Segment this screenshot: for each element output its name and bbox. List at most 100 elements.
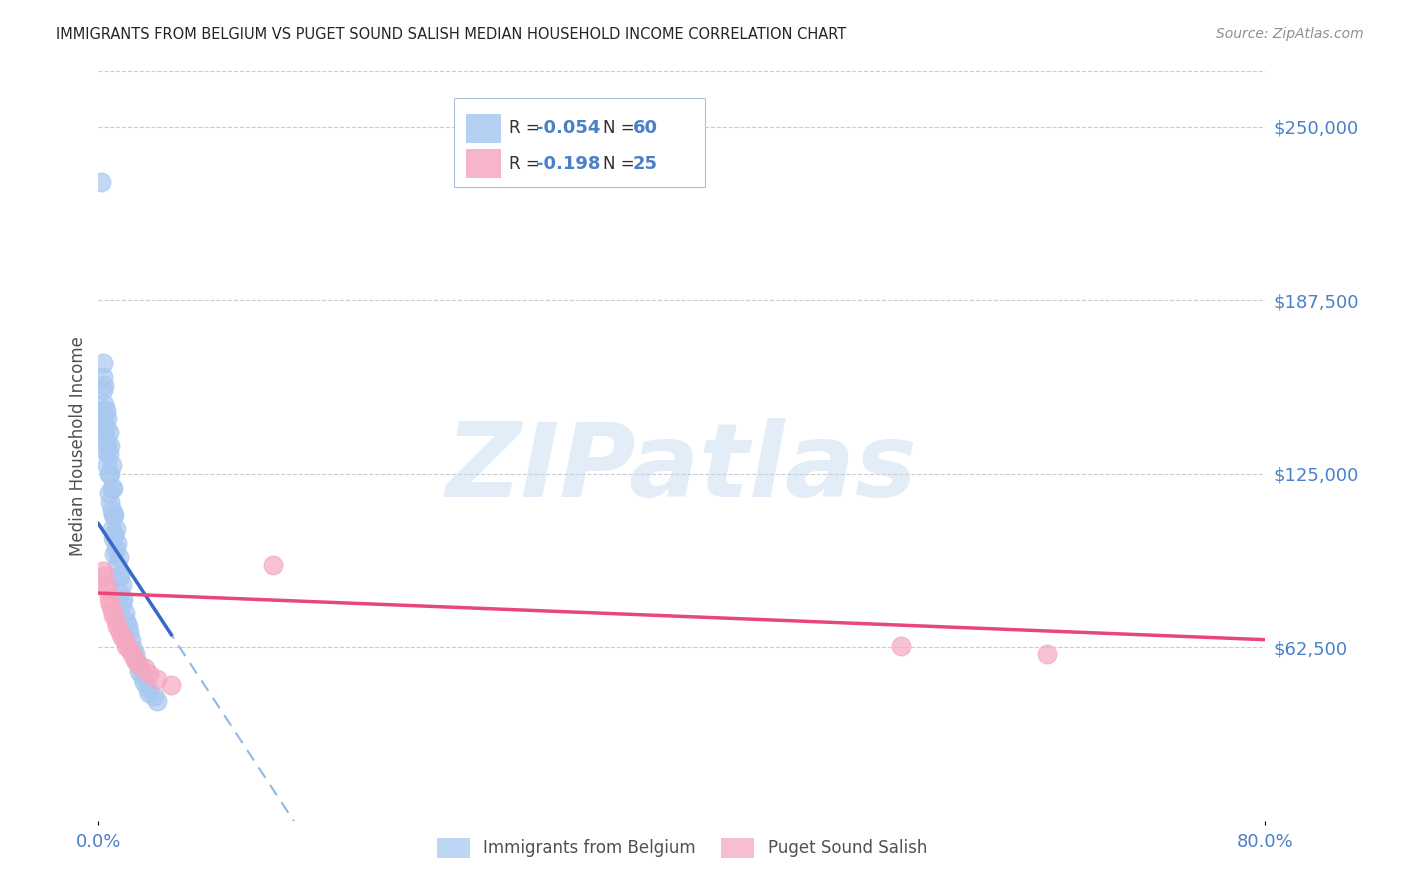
Point — [93, 378, 115, 392]
Point — [98, 439, 121, 453]
Y-axis label: Median Household Income: Median Household Income — [69, 336, 87, 556]
Point — [138, 666, 160, 681]
Point — [94, 403, 117, 417]
Text: ZIPatlas: ZIPatlas — [446, 418, 918, 519]
Point — [97, 425, 120, 439]
Point — [94, 419, 117, 434]
FancyBboxPatch shape — [454, 97, 706, 187]
Point — [94, 578, 117, 592]
Point — [125, 653, 148, 667]
Point — [98, 467, 121, 481]
Point — [114, 606, 136, 620]
Point — [103, 528, 125, 542]
Text: 25: 25 — [633, 154, 658, 172]
Point — [117, 619, 139, 633]
Point — [110, 624, 132, 639]
Point — [97, 486, 120, 500]
Point — [111, 631, 134, 645]
Point — [100, 503, 122, 517]
Point — [97, 447, 120, 461]
Point — [100, 603, 122, 617]
Point — [890, 639, 912, 653]
Point — [94, 431, 117, 445]
Point — [90, 175, 112, 189]
Point — [1035, 647, 1057, 661]
Point — [111, 578, 134, 592]
Text: R =: R = — [509, 154, 550, 172]
Point — [91, 403, 114, 417]
Point — [98, 597, 121, 611]
Text: -0.054: -0.054 — [536, 120, 600, 137]
Point — [93, 569, 115, 583]
Text: -0.198: -0.198 — [536, 154, 600, 172]
Point — [122, 641, 145, 656]
Point — [91, 356, 114, 370]
Text: IMMIGRANTS FROM BELGIUM VS PUGET SOUND SALISH MEDIAN HOUSEHOLD INCOME CORRELATIO: IMMIGRANTS FROM BELGIUM VS PUGET SOUND S… — [56, 27, 846, 42]
Point — [118, 624, 141, 639]
Point — [108, 569, 131, 583]
Point — [262, 558, 284, 573]
Point — [103, 547, 125, 561]
Point — [91, 369, 114, 384]
Point — [103, 508, 125, 523]
Point — [127, 658, 149, 673]
Point — [135, 681, 157, 695]
Text: 60: 60 — [633, 120, 658, 137]
Text: N =: N = — [603, 154, 640, 172]
Point — [105, 619, 128, 633]
Point — [96, 458, 118, 473]
Point — [138, 686, 160, 700]
Bar — [465, 114, 501, 143]
Point — [96, 439, 118, 453]
Point — [104, 522, 127, 536]
Point — [110, 569, 132, 583]
Point — [97, 467, 120, 481]
Point — [104, 614, 127, 628]
Point — [112, 591, 135, 606]
Point — [128, 658, 150, 673]
Point — [121, 647, 143, 661]
Point — [108, 549, 131, 564]
Point — [115, 614, 138, 628]
Point — [118, 641, 141, 656]
Point — [114, 633, 136, 648]
Point — [131, 669, 153, 683]
Text: Source: ZipAtlas.com: Source: ZipAtlas.com — [1216, 27, 1364, 41]
Point — [93, 411, 115, 425]
Point — [94, 444, 117, 458]
Point — [105, 558, 128, 573]
Point — [110, 586, 132, 600]
Point — [160, 678, 183, 692]
Point — [146, 694, 169, 708]
Point — [124, 653, 146, 667]
Point — [93, 425, 115, 439]
Point — [96, 583, 118, 598]
Point — [101, 481, 124, 495]
Point — [96, 411, 118, 425]
Point — [111, 597, 134, 611]
Point — [100, 458, 122, 473]
Point — [128, 664, 150, 678]
Point — [105, 536, 128, 550]
Point — [91, 564, 114, 578]
Point — [142, 689, 165, 703]
Text: R =: R = — [509, 120, 546, 137]
Point — [101, 608, 124, 623]
Legend: Immigrants from Belgium, Puget Sound Salish: Immigrants from Belgium, Puget Sound Sal… — [430, 831, 934, 864]
Point — [100, 522, 122, 536]
Point — [134, 661, 156, 675]
Point — [100, 481, 122, 495]
Point — [124, 647, 146, 661]
Point — [132, 674, 155, 689]
Point — [101, 508, 124, 523]
Point — [146, 672, 169, 686]
Point — [98, 494, 121, 508]
Bar — [465, 149, 501, 178]
Point — [91, 384, 114, 398]
Point — [93, 397, 115, 411]
Text: N =: N = — [603, 120, 640, 137]
Point — [120, 633, 142, 648]
Point — [97, 591, 120, 606]
Point — [115, 639, 138, 653]
Point — [104, 541, 127, 556]
